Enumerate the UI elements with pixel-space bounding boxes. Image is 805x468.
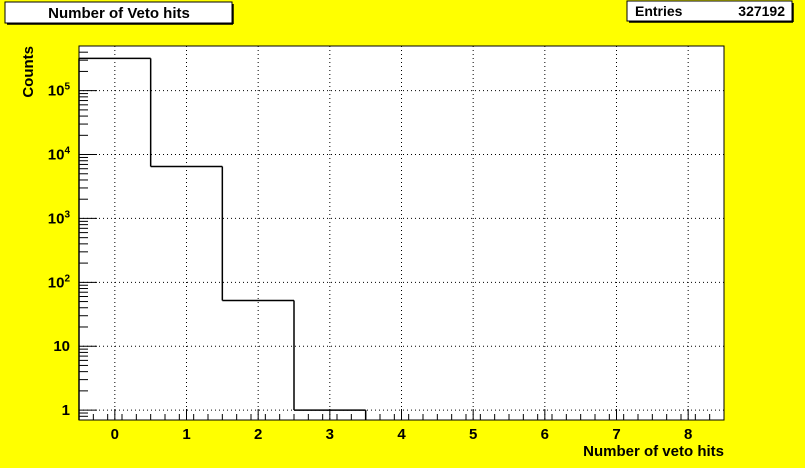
histogram-bars xyxy=(78,57,367,420)
tick-labels: 0 1 2 3 4 5 6 7 8 1 10 102 103 104 105 xyxy=(48,82,693,443)
x-tick-label: 5 xyxy=(469,426,477,443)
x-axis-title: Number of veto hits xyxy=(583,443,724,460)
x-tick-label: 0 xyxy=(111,426,119,443)
y-tick-label: 1 xyxy=(62,402,70,419)
x-tick-label: 3 xyxy=(326,426,334,443)
x-tick-label: 8 xyxy=(684,426,692,443)
axis-ticks xyxy=(78,45,725,421)
plot-frame xyxy=(78,45,725,421)
x-tick-label: 1 xyxy=(182,426,190,443)
y-tick-label: 104 xyxy=(48,146,71,164)
y-tick-label: 10 xyxy=(53,338,70,355)
y-tick-label: 105 xyxy=(48,82,71,100)
x-tick-label: 6 xyxy=(541,426,549,443)
title-box: Number of Veto hits xyxy=(4,1,234,25)
stats-box: Entries 327192 xyxy=(626,0,794,23)
stats-entries-label: Entries xyxy=(635,3,683,19)
x-tick-label: 4 xyxy=(397,426,406,443)
x-tick-label: 2 xyxy=(254,426,262,443)
chart-title: Number of Veto hits xyxy=(48,5,190,22)
y-tick-label: 102 xyxy=(48,273,71,291)
y-tick-label: 103 xyxy=(48,209,71,227)
y-axis-title: Counts xyxy=(20,46,37,98)
x-tick-label: 7 xyxy=(612,426,620,443)
stats-entries-value: 327192 xyxy=(738,3,785,19)
